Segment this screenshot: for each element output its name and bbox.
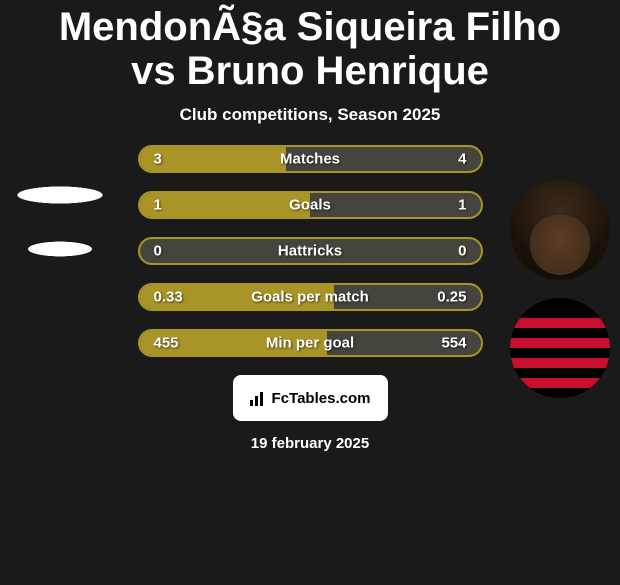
right-club-crest <box>510 298 610 398</box>
left-player-group <box>10 180 110 262</box>
stat-row: 0 Hattricks 0 <box>138 237 483 265</box>
comparison-subtitle: Club competitions, Season 2025 <box>0 105 620 125</box>
stat-row: 0.33 Goals per match 0.25 <box>138 283 483 311</box>
right-player-avatar <box>510 180 610 280</box>
stat-fill <box>140 193 311 217</box>
stat-row: 3 Matches 4 <box>138 145 483 173</box>
stat-label: Hattricks <box>278 243 342 260</box>
comparison-title: MendonÃ§a Siqueira Filho vs Bruno Henriq… <box>0 5 620 93</box>
right-player-group <box>510 180 610 416</box>
stat-left-value: 3 <box>154 151 162 168</box>
stat-right-value: 4 <box>458 151 466 168</box>
stat-label: Matches <box>280 151 340 168</box>
bar-chart-icon <box>250 390 266 406</box>
stat-row: 1 Goals 1 <box>138 191 483 219</box>
footer-date: 19 february 2025 <box>0 435 620 452</box>
stats-table: 3 Matches 4 1 Goals 1 0 Hattricks 0 0.33 Goals per… <box>138 145 483 357</box>
stat-label: Goals per match <box>251 289 369 306</box>
stat-right-value: 554 <box>441 335 466 352</box>
stat-right-value: 1 <box>458 197 466 214</box>
stat-left-value: 0.33 <box>154 289 183 306</box>
stat-label: Min per goal <box>266 335 354 352</box>
stat-row: 455 Min per goal 554 <box>138 329 483 357</box>
stat-left-value: 0 <box>154 243 162 260</box>
left-club-crest <box>15 236 105 262</box>
stat-label: Goals <box>289 197 331 214</box>
stat-left-value: 1 <box>154 197 162 214</box>
stat-left-value: 455 <box>154 335 179 352</box>
left-player-avatar <box>10 180 110 210</box>
brand-label: FcTables.com <box>272 390 371 407</box>
stat-right-value: 0.25 <box>437 289 466 306</box>
brand-badge[interactable]: FcTables.com <box>233 375 388 421</box>
stat-right-value: 0 <box>458 243 466 260</box>
